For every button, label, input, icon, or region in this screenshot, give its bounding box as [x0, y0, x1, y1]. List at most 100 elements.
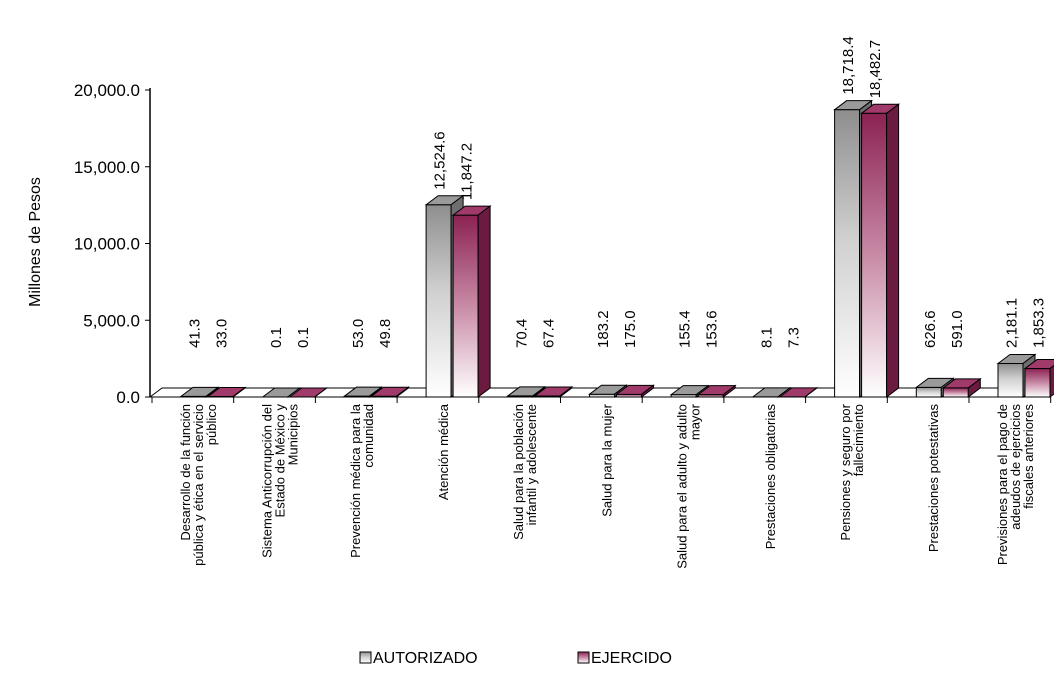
category-label: Atención médica	[436, 403, 451, 500]
category-label-line: Previsiones para el pago de	[995, 404, 1010, 565]
value-label: 2,181.1	[1004, 298, 1021, 348]
bar-side	[886, 103, 900, 398]
value-label: 18,718.4	[840, 36, 857, 94]
bar-ejercido	[696, 384, 737, 398]
bar-side	[368, 386, 382, 398]
value-label: 155.4	[677, 310, 694, 348]
bar-ejercido	[860, 103, 901, 398]
value-label: 41.3	[187, 319, 204, 348]
category-label-line: Salud para el adulto y adulto	[675, 404, 690, 569]
value-label: 0.1	[295, 327, 312, 348]
category-label-line: mayor	[688, 403, 703, 440]
value-label: 591.0	[949, 310, 966, 348]
bar-side	[804, 386, 818, 398]
bar-autorizado	[669, 384, 710, 398]
bar-side	[722, 384, 736, 398]
bar-side	[314, 386, 328, 398]
value-label: 153.6	[704, 310, 721, 348]
category-label: Prestaciones potestativas	[926, 404, 941, 553]
value-label: 11,847.2	[459, 143, 476, 200]
category-label-line: fiscales anteriores	[1021, 404, 1036, 509]
bar-side	[205, 386, 219, 398]
bar-autorizado	[179, 386, 220, 398]
bar-side	[395, 386, 409, 398]
bar-front	[834, 109, 861, 398]
bar-front	[861, 112, 888, 398]
value-label: 1,853.3	[1031, 298, 1048, 348]
bar-ejercido	[941, 377, 982, 398]
category-label-line: Sistema Anticorrupción del	[260, 404, 275, 558]
value-label: 175.0	[622, 310, 639, 348]
value-label: 70.4	[513, 319, 530, 348]
bar-side	[777, 386, 791, 398]
bar-ejercido	[533, 385, 574, 398]
bar-top	[1023, 359, 1054, 370]
category-label-line: infantil y adolescente	[524, 404, 539, 525]
legend: AUTORIZADO EJERCIDO	[359, 650, 672, 667]
category-label-line: público	[204, 404, 219, 445]
bar-front	[1024, 368, 1051, 398]
y-axis-title-group: Millones de Pesos	[27, 177, 44, 307]
value-label: 8.1	[758, 327, 775, 348]
bar-side	[287, 386, 301, 398]
bar-front	[942, 387, 969, 398]
bar-ejercido	[369, 386, 410, 398]
bar-side	[967, 377, 981, 398]
y-tick-label: 0.0	[116, 388, 140, 407]
category-label-line: Municipios	[286, 404, 301, 466]
category-label-line: Prevención médica para la	[348, 403, 363, 558]
value-label: 7.3	[785, 327, 802, 348]
bar-ejercido	[615, 384, 655, 398]
bar-side	[477, 205, 491, 398]
category-label-line: pública y ética en el servicio	[191, 404, 206, 566]
value-label: 33.0	[214, 319, 231, 348]
category-label-line: Salud para la población	[511, 404, 526, 540]
legend-item-autorizado: AUTORIZADO	[359, 650, 478, 667]
legend-swatch	[359, 651, 372, 664]
category-label-line: adeudos de ejercicios	[1008, 404, 1023, 530]
bar-ejercido	[206, 386, 247, 398]
bar-side	[232, 386, 246, 398]
value-label: 0.1	[268, 327, 285, 348]
value-label: 12,524.6	[432, 131, 449, 189]
legend-item-ejercido: EJERCIDO	[577, 650, 672, 667]
y-tick-label: 5,000.0	[83, 311, 140, 330]
bar-autorizado	[261, 386, 302, 398]
bar-ejercido	[778, 386, 819, 398]
value-label: 53.0	[350, 319, 367, 348]
bar-side	[1049, 364, 1054, 398]
bar-front	[997, 363, 1024, 398]
bar-autorizado	[751, 386, 792, 398]
category-label-line: Prestaciones obligatorias	[763, 404, 778, 550]
y-tick-label: 20,000.0	[74, 81, 140, 100]
value-label: 67.4	[540, 319, 557, 348]
bar-front	[452, 214, 479, 398]
legend-label: EJERCIDO	[591, 650, 672, 667]
value-label: 18,482.7	[867, 40, 884, 98]
category-label-line: Atención médica	[436, 403, 451, 500]
value-label: 183.2	[595, 310, 612, 348]
category-label-line: Salud para la mujer	[599, 403, 614, 516]
bar-side	[559, 385, 573, 398]
value-labels: 41.3 0.1 53.0 12,524.6 70.4 183.2 155.4 8.1 18,7…	[187, 36, 1048, 348]
category-label-line: fallecimiento	[851, 404, 866, 476]
legend-swatch	[577, 651, 590, 664]
y-axis-title: Millones de Pesos	[27, 177, 44, 307]
bar-ejercido	[288, 386, 329, 398]
category-label-line: Estado de México y	[273, 404, 288, 518]
bar-front	[915, 386, 942, 398]
bar-autorizado	[342, 386, 383, 398]
category-label-line: Pensiones y seguro por	[838, 403, 853, 540]
category-label-line: Prestaciones potestativas	[926, 404, 941, 553]
bar-front	[425, 204, 452, 398]
axes: 0.0 5,000.0 10,000.0 15,000.0 20,000.0	[74, 81, 1054, 407]
category-label: Prestaciones obligatorias	[763, 404, 778, 550]
value-label: 626.6	[922, 310, 939, 348]
